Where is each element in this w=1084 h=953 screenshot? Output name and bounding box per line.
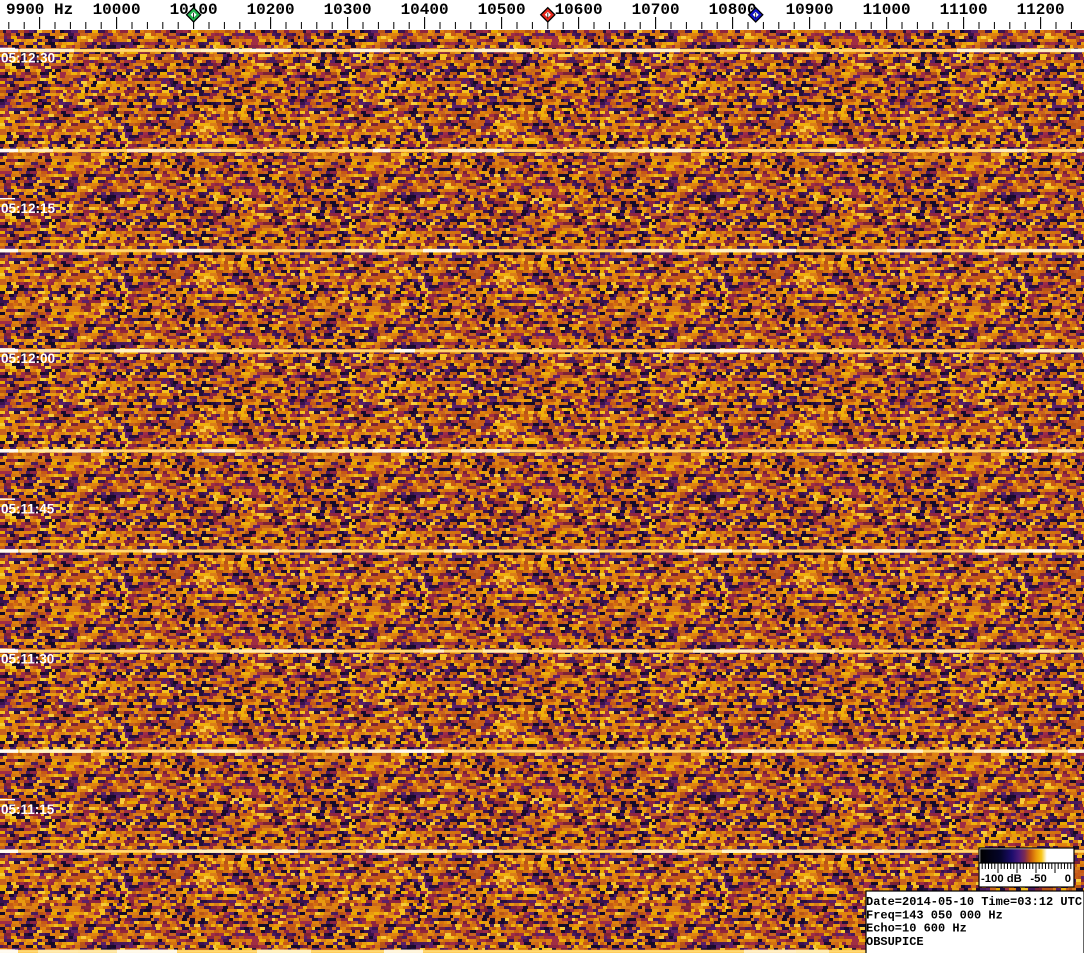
svg-text:10300: 10300 [324, 1, 372, 19]
svg-text:10200: 10200 [247, 1, 295, 19]
svg-text:10500: 10500 [478, 1, 526, 19]
svg-text:11100: 11100 [940, 1, 988, 19]
svg-text:10700: 10700 [632, 1, 680, 19]
svg-text:10400: 10400 [401, 1, 449, 19]
svg-text:05:11:30: 05:11:30 [1, 652, 54, 667]
svg-text:11200: 11200 [1017, 1, 1065, 19]
svg-text:-100 dB: -100 dB [981, 873, 1022, 885]
svg-text:05:12:00: 05:12:00 [1, 351, 55, 366]
svg-text:9900 Hz: 9900 Hz [6, 1, 73, 19]
svg-text:05:12:30: 05:12:30 [1, 51, 55, 66]
svg-text:05:12:15: 05:12:15 [1, 201, 56, 216]
svg-text:10900: 10900 [786, 1, 834, 19]
svg-text:05:11:45: 05:11:45 [1, 501, 55, 516]
svg-text:-50: -50 [1030, 873, 1046, 885]
svg-text:11000: 11000 [863, 1, 911, 19]
svg-text:05:11:15: 05:11:15 [1, 802, 55, 817]
svg-text:0: 0 [1065, 873, 1071, 885]
svg-text:10000: 10000 [93, 1, 141, 19]
svg-text:Echo=10 600 Hz: Echo=10 600 Hz [866, 922, 967, 936]
svg-text:Date=2014-05-10 Time=03:12 UTC: Date=2014-05-10 Time=03:12 UTC [866, 895, 1082, 909]
svg-text:10600: 10600 [555, 1, 603, 19]
svg-text:OBSUPICE: OBSUPICE [866, 935, 924, 949]
svg-text:Freq=143 050 000 Hz: Freq=143 050 000 Hz [866, 908, 1003, 922]
